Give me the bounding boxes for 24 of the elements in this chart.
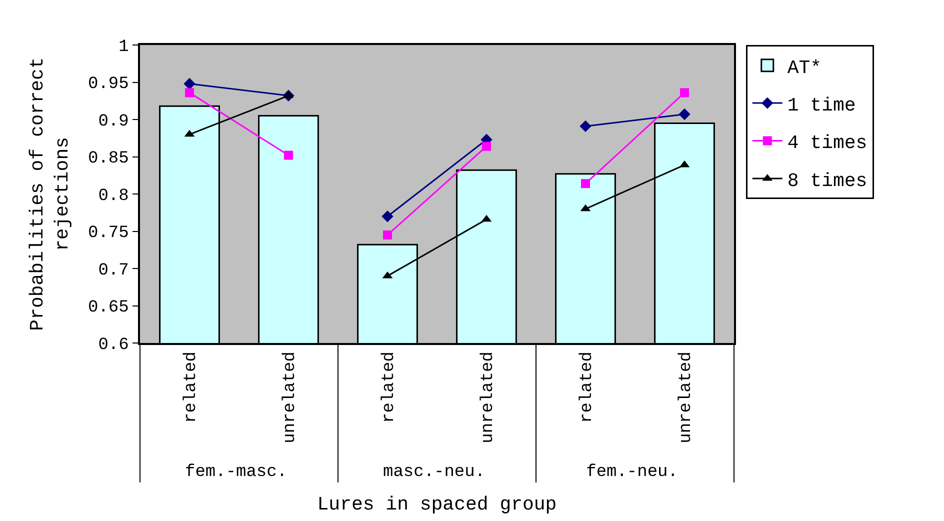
legend-label: 8 times bbox=[787, 170, 868, 192]
y-tick-label: 0.7 bbox=[98, 261, 129, 280]
y-tick-label: 0.85 bbox=[88, 150, 129, 169]
legend-label: 4 times bbox=[787, 132, 868, 154]
y-tick-label: 0.95 bbox=[88, 75, 129, 94]
y-axis-title: Probabilities of correct rejections bbox=[26, 57, 74, 331]
y-tick-label: 1 bbox=[118, 38, 129, 57]
y-tick-label: 0.65 bbox=[88, 298, 129, 318]
x-tick-label: related bbox=[380, 352, 400, 423]
text: masc.-neu. bbox=[383, 462, 486, 482]
x-tick-label: related bbox=[182, 352, 202, 423]
x-tick-label: unrelated bbox=[281, 352, 300, 444]
text: fem.-neu. bbox=[586, 462, 678, 482]
x-tick-label: unrelated bbox=[479, 352, 498, 444]
legend-label: AT* bbox=[787, 56, 822, 79]
x-axis-title: Lures in spaced group bbox=[317, 493, 557, 516]
y-tick-label: 0.9 bbox=[98, 112, 129, 132]
y-tick-label: 0.75 bbox=[88, 224, 129, 244]
y-tick-label: 0.6 bbox=[98, 336, 129, 355]
text: fem.-masc. bbox=[185, 462, 288, 482]
x-tick-label: related bbox=[578, 352, 598, 423]
y-tick-label: 0.8 bbox=[98, 186, 129, 206]
x-tick-label: unrelated bbox=[677, 352, 696, 444]
legend-label: 1 time bbox=[787, 94, 856, 116]
